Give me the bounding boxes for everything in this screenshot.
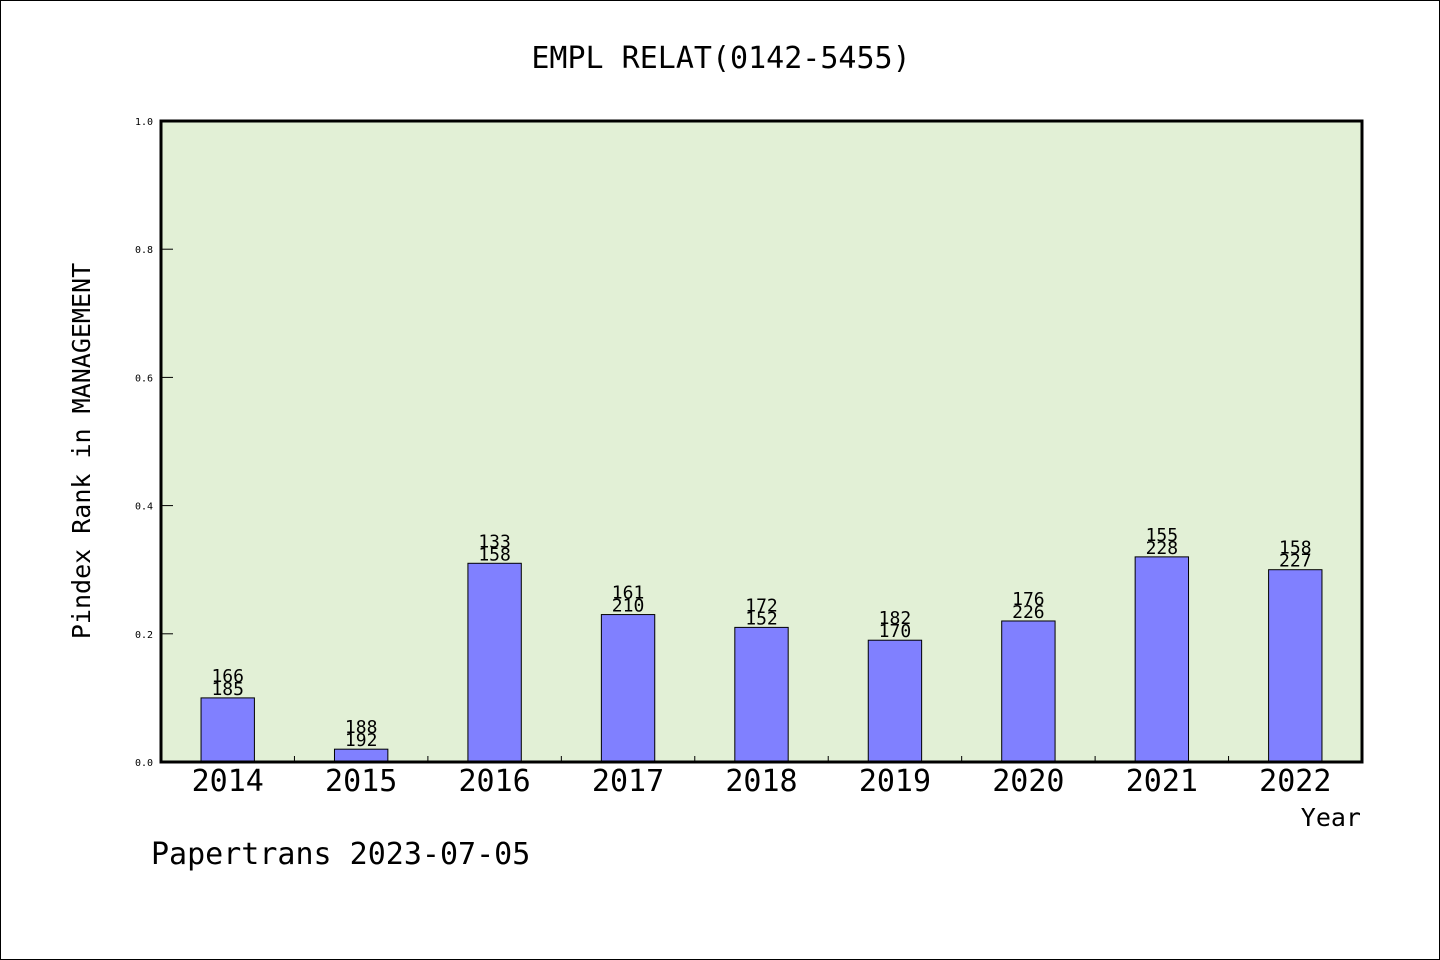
bar-label-top: 182 bbox=[879, 608, 912, 629]
axis-ticks: 0.0 0.2 0.4 0.6 0.8 1.0 2014 2015 2016 2017 2018 20… bbox=[135, 117, 1331, 799]
x-tick-label: 2014 bbox=[192, 764, 264, 799]
bar-2021 bbox=[1134, 556, 1190, 763]
x-axis-label: Year bbox=[1301, 803, 1361, 832]
x-tick-label: 2015 bbox=[325, 764, 397, 799]
bar-label-bottom: 228 bbox=[1146, 538, 1179, 559]
bar-label-top: 172 bbox=[745, 595, 778, 616]
bar-2017 bbox=[600, 614, 656, 763]
y-tick-label: 1.0 bbox=[135, 117, 153, 128]
bar-label-top: 176 bbox=[1012, 589, 1045, 610]
x-tick-label: 2016 bbox=[458, 764, 530, 799]
bar-2022 bbox=[1268, 569, 1323, 763]
bar-label-top: 158 bbox=[1279, 538, 1312, 559]
y-axis-label: Pindex Rank in MANAGEMENT bbox=[67, 263, 96, 639]
bar-label-top: 166 bbox=[211, 666, 244, 687]
x-tick-label: 2018 bbox=[725, 764, 797, 799]
bar-2019 bbox=[867, 639, 923, 763]
x-tick-label: 2021 bbox=[1126, 764, 1198, 799]
x-tick-label: 2017 bbox=[592, 764, 664, 799]
chart-title: EMPL RELAT(0142-5455) bbox=[531, 41, 910, 76]
bar-label-bottom: 210 bbox=[612, 596, 645, 617]
bar-label-top: 188 bbox=[345, 717, 378, 738]
bar-label-bottom: 192 bbox=[345, 730, 378, 751]
x-tick-label: 2020 bbox=[992, 764, 1064, 799]
x-tick-label: 2019 bbox=[859, 764, 931, 799]
bar-label-bottom: 170 bbox=[879, 621, 912, 642]
footer-text: Papertrans 2023-07-05 bbox=[151, 837, 530, 872]
bar-2018 bbox=[734, 626, 789, 763]
bar-label-bottom: 185 bbox=[211, 679, 244, 700]
bar-label-top: 133 bbox=[478, 531, 511, 552]
y-tick-label: 0.2 bbox=[135, 630, 153, 641]
bar-label-bottom: 227 bbox=[1279, 551, 1312, 572]
y-tick-label: 0.4 bbox=[135, 502, 153, 513]
y-tick-label: 0.8 bbox=[135, 245, 153, 256]
bar-label-bottom: 152 bbox=[745, 608, 778, 629]
plot-frame bbox=[159, 119, 1364, 764]
bar-label-top: 155 bbox=[1146, 525, 1179, 546]
bar-label-top: 161 bbox=[612, 583, 645, 604]
x-tick-label: 2022 bbox=[1259, 764, 1331, 799]
bar-2014 bbox=[200, 697, 255, 763]
y-tick-label: 0.0 bbox=[135, 758, 153, 769]
y-tick-label: 0.6 bbox=[135, 373, 153, 384]
bar-2016 bbox=[467, 562, 522, 763]
bar-label-bottom: 226 bbox=[1012, 602, 1045, 623]
bar-label-bottom: 158 bbox=[478, 544, 511, 565]
bar-2020 bbox=[1001, 620, 1056, 763]
